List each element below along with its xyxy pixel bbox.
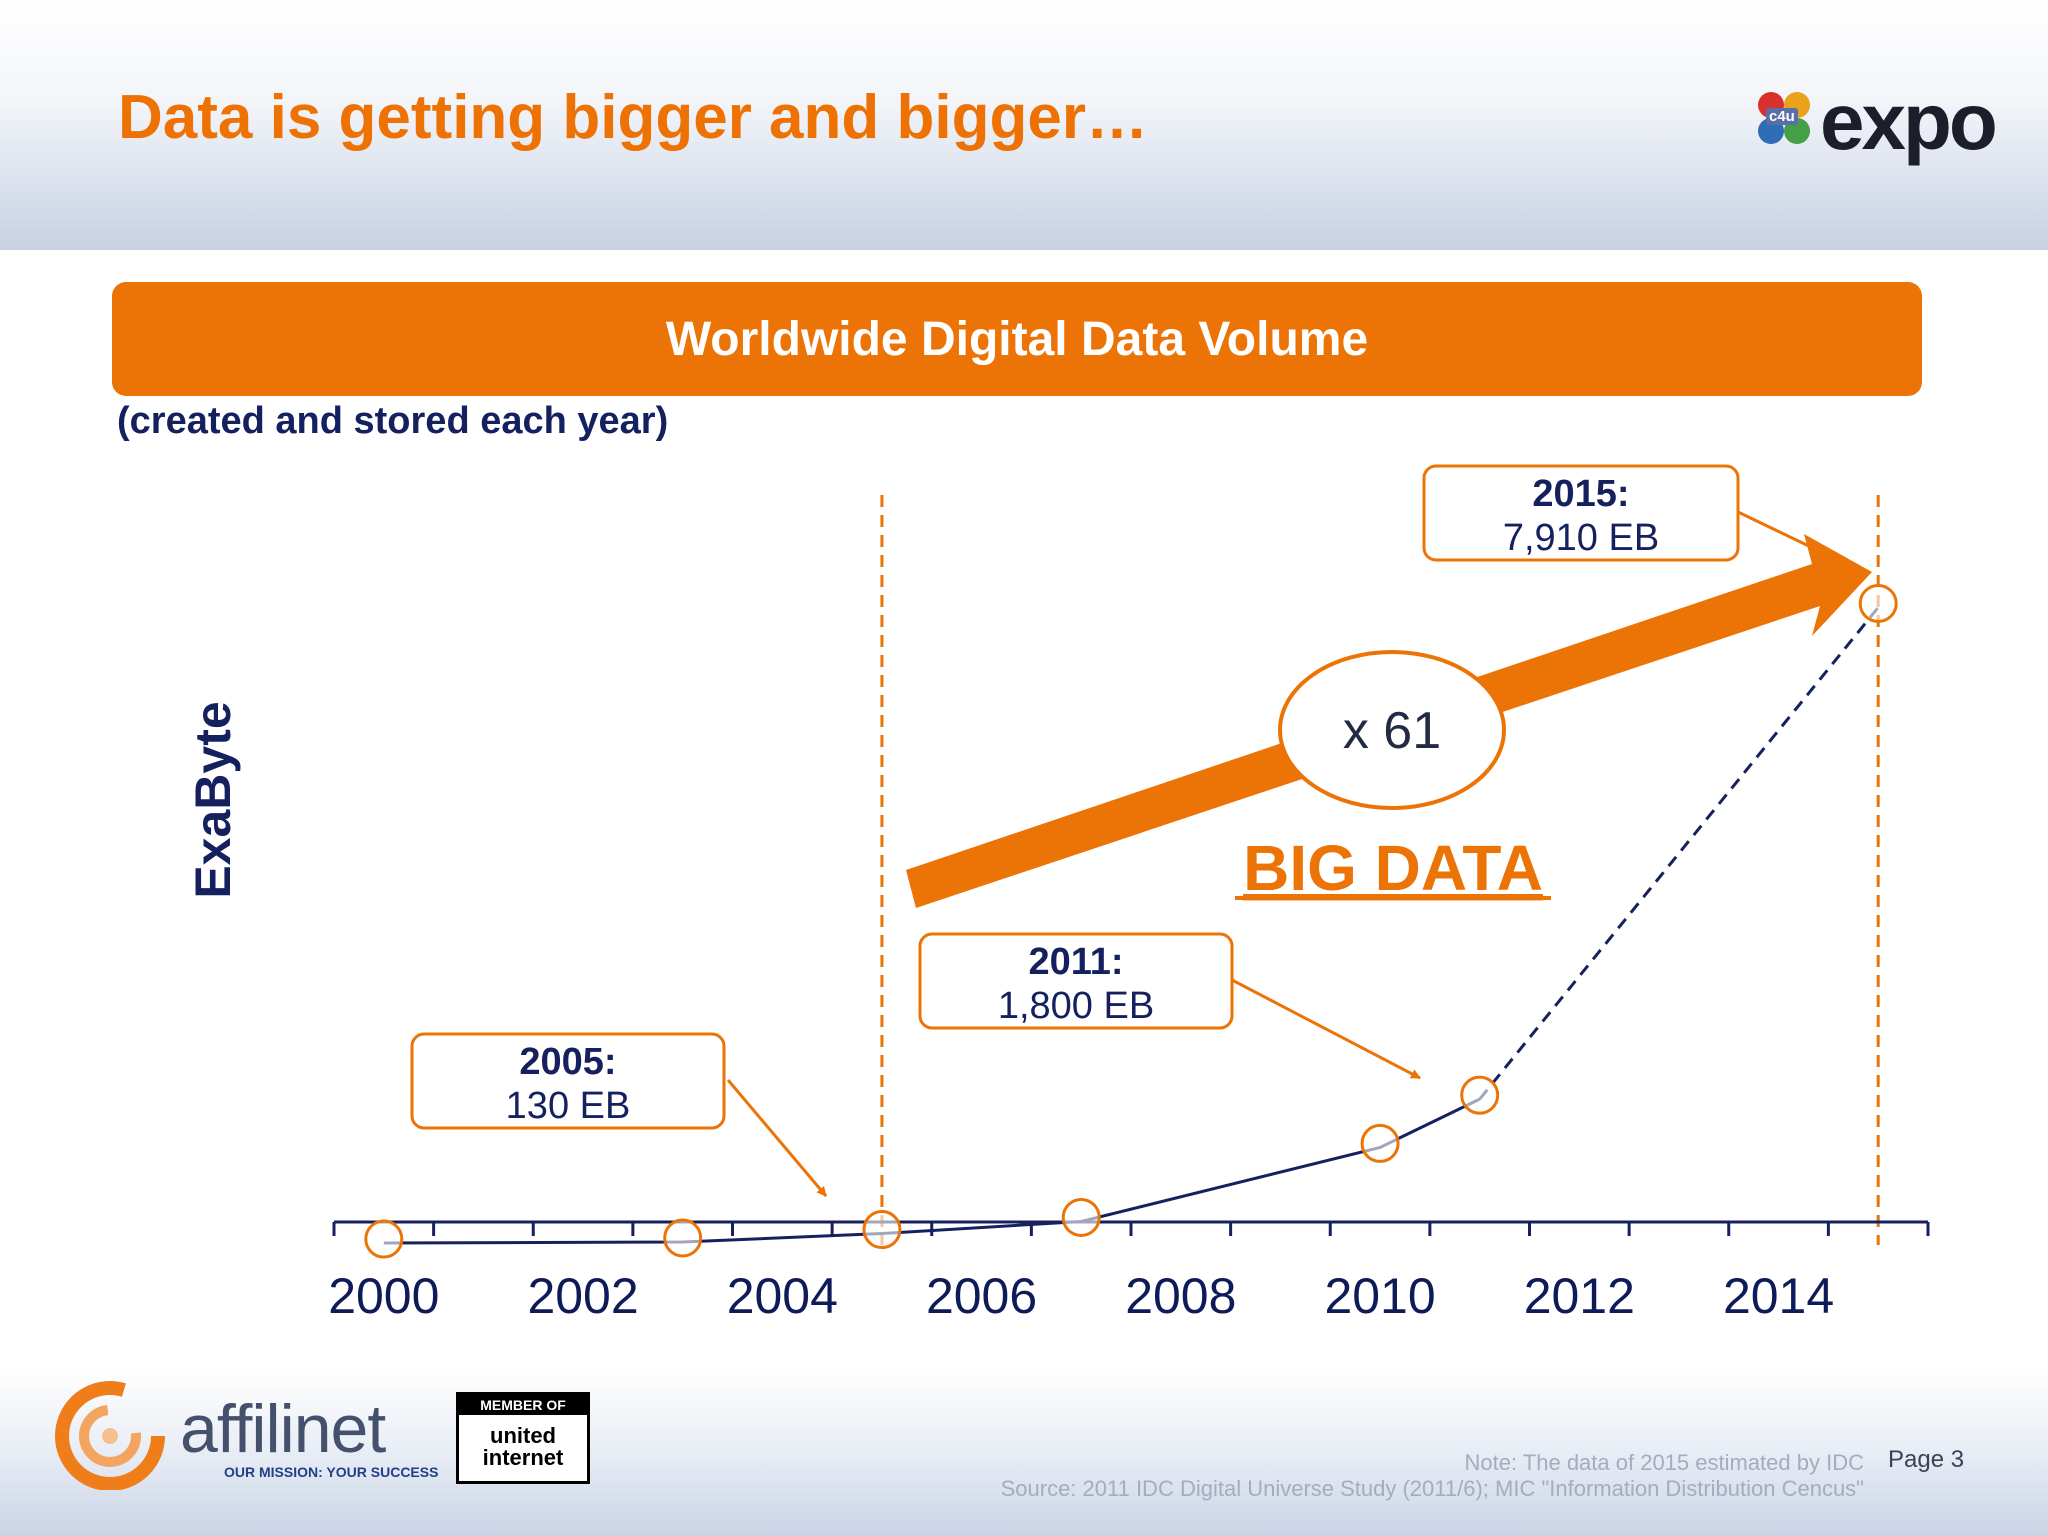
- x-tick-label: 2012: [1524, 1268, 1635, 1324]
- callout-value-2005: 130 EB: [506, 1085, 631, 1127]
- united-label: united: [490, 1423, 556, 1448]
- chart-title-banner: Worldwide Digital Data Volume: [112, 282, 1922, 396]
- y-axis-label: ExaByte: [185, 701, 241, 898]
- data-point-2010: [1360, 1123, 1400, 1163]
- slide-title: Data is getting bigger and bigger…: [118, 83, 1148, 152]
- growth-ellipse: [1278, 650, 1506, 810]
- internet-label: internet: [482, 1445, 564, 1470]
- page-number: Page 3: [1888, 1446, 1965, 1473]
- callout-pointer-2005: [726, 1079, 828, 1197]
- callout-year-2005: 2005:: [519, 1041, 616, 1083]
- footer-band: [0, 1370, 2048, 1536]
- x-tick-label: 2004: [727, 1268, 838, 1324]
- expo-logo-badge: c4u: [1766, 108, 1798, 125]
- big-data-label: BIG DATA: [1243, 832, 1543, 904]
- expo-logo: c4u expo: [1758, 77, 2008, 166]
- chart-subtitle: (created and stored each year): [117, 400, 669, 442]
- united-internet-badge: MEMBER OF united internet: [456, 1392, 590, 1484]
- data-point-2000: [364, 1219, 404, 1259]
- footnote: Note: The data of 2015 estimated by IDC: [1464, 1450, 1865, 1475]
- callout-box-2005: [410, 1032, 726, 1130]
- member-of-label: MEMBER OF: [459, 1395, 587, 1415]
- header-band: [0, 0, 2048, 250]
- callout-value-2011: 1,800 EB: [998, 985, 1154, 1027]
- x-tick-label: 2010: [1324, 1268, 1435, 1324]
- source-note: Source: 2011 IDC Digital Universe Study …: [1000, 1476, 1864, 1501]
- callout-pointer-2011: [1231, 978, 1421, 1080]
- callout-year-2015: 2015:: [1532, 473, 1629, 515]
- data-point-2005: [862, 1210, 902, 1250]
- affilinet-logo: affilinet OUR MISSION: YOUR SUCCESS: [50, 1380, 450, 1491]
- affilinet-logo-word: affilinet: [180, 1391, 386, 1467]
- callout-year-2011: 2011:: [1028, 941, 1123, 983]
- x-tick-label: 2008: [1125, 1268, 1236, 1324]
- x-tick-label: 2002: [527, 1268, 638, 1324]
- data-point-2011: [1460, 1075, 1500, 1115]
- data-point-2003: [663, 1218, 703, 1258]
- callout-value-2015: 7,910 EB: [1503, 517, 1659, 559]
- data-point-2007: [1061, 1197, 1101, 1237]
- expo-logo-icon: c4u: [1758, 92, 1814, 148]
- expo-logo-word: expo: [1820, 77, 1998, 166]
- x-tick-label: 2006: [926, 1268, 1037, 1324]
- callout-pointer-2015: [1737, 510, 1839, 562]
- data-point-2015: [1858, 583, 1898, 623]
- affilinet-swirl-icon: [55, 1381, 165, 1491]
- x-tick-label: 2000: [328, 1268, 439, 1324]
- series-line-2: [1478, 606, 1880, 1101]
- affilinet-tagline: OUR MISSION: YOUR SUCCESS: [224, 1464, 439, 1480]
- growth-factor-label: x 61: [1343, 702, 1441, 760]
- chart-title: Worldwide Digital Data Volume: [665, 312, 1369, 366]
- x-tick-label: 2014: [1723, 1268, 1834, 1324]
